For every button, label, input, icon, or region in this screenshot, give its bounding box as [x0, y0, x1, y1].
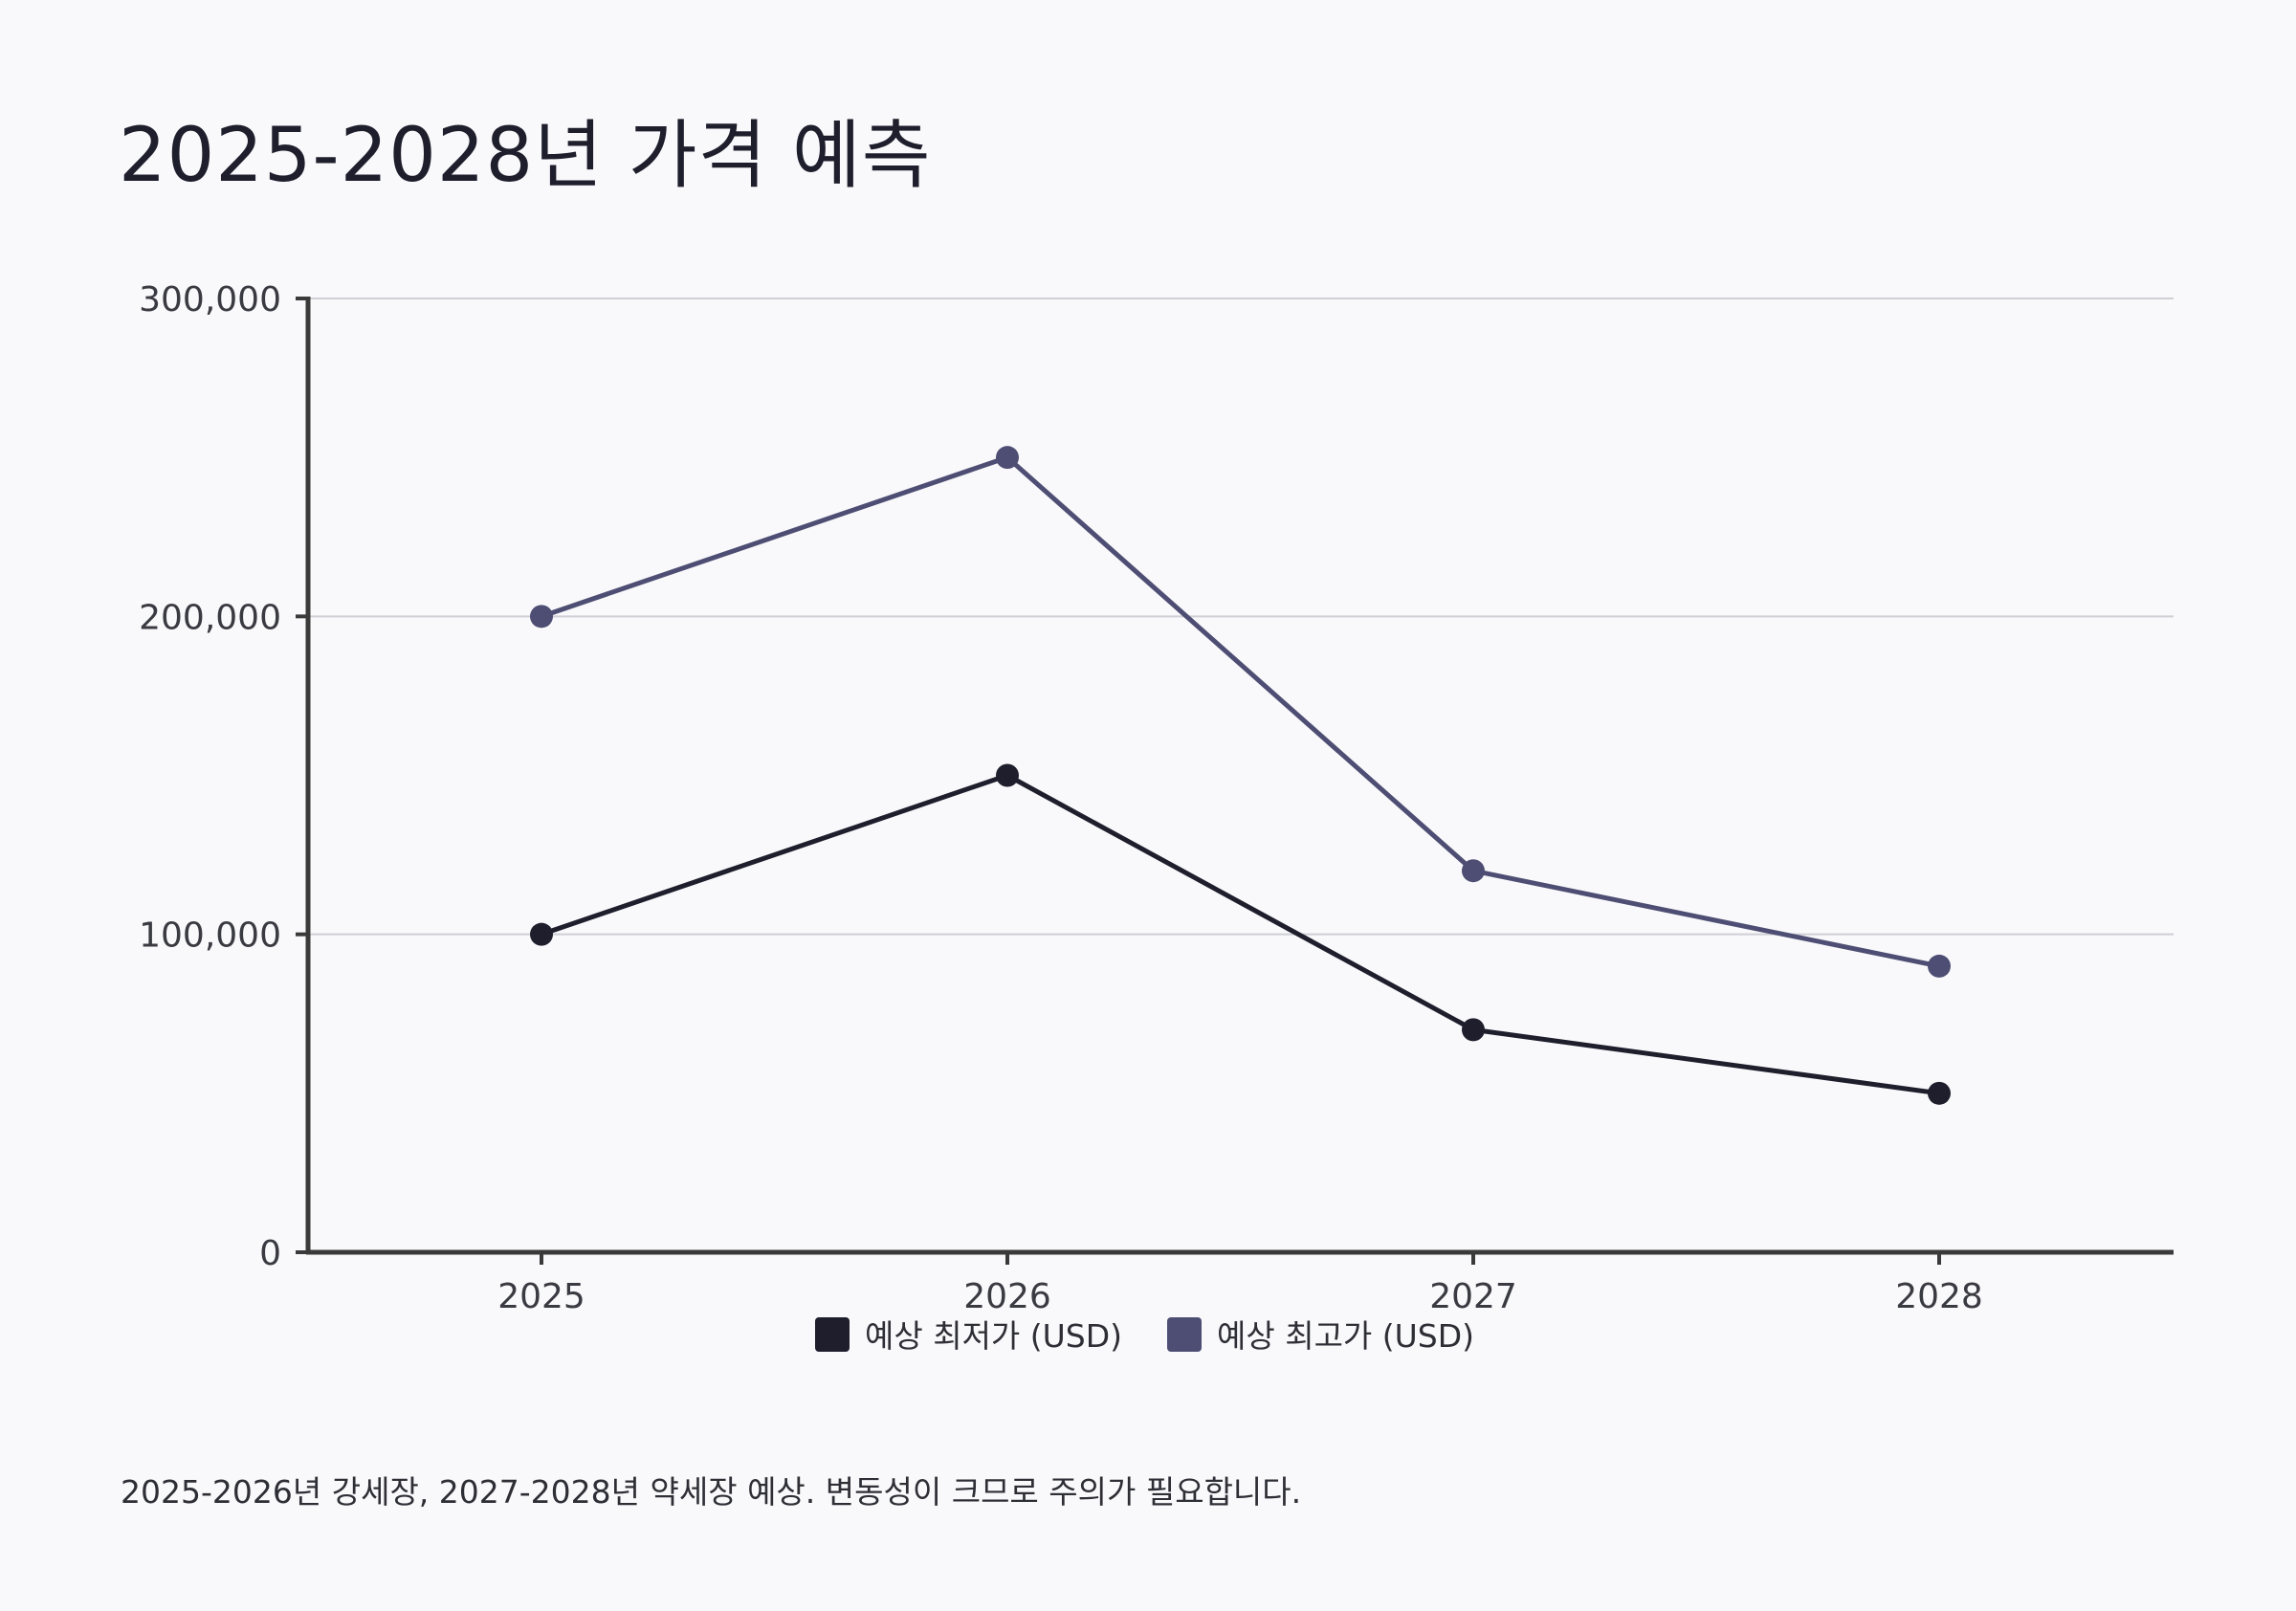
x-tick-label: 2027	[1429, 1277, 1517, 1316]
data-point	[1928, 1081, 1951, 1105]
x-tick-label: 2028	[1895, 1277, 1983, 1316]
chart-title: 2025-2028년 가격 예측	[119, 113, 932, 199]
grid-lines	[308, 298, 2174, 936]
series-line-1	[539, 773, 1942, 1096]
y-tick-label: 100,000	[139, 916, 281, 956]
series-lines	[530, 446, 1951, 1105]
legend: 예상 최저가 (USD) 예상 최고가 (USD)	[815, 1317, 1474, 1355]
legend-label: 예상 최고가 (USD)	[1217, 1317, 1474, 1355]
x-axis: 2025 2026 2027 2028	[306, 1249, 2174, 1316]
legend-swatch	[815, 1317, 850, 1352]
data-point	[530, 922, 553, 946]
chart-footnote: 2025-2026년 강세장, 2027-2028년 약세장 예상. 변동성이 …	[121, 1473, 1302, 1511]
y-axis: 0 100,000 200,000 300,000	[139, 280, 311, 1273]
y-tick-label: 0	[259, 1234, 281, 1273]
data-point	[1462, 1018, 1485, 1042]
x-tick-label: 2025	[497, 1277, 585, 1316]
legend-label: 예상 최저가 (USD)	[865, 1317, 1122, 1355]
x-tick-label: 2026	[963, 1277, 1051, 1316]
data-point	[530, 605, 553, 629]
y-tick-label: 200,000	[139, 598, 281, 637]
legend-swatch	[1167, 1317, 1202, 1352]
data-point	[1462, 859, 1485, 883]
y-tick-label: 300,000	[139, 280, 281, 320]
data-point	[996, 763, 1019, 787]
data-point	[1928, 954, 1951, 978]
data-point	[996, 446, 1019, 470]
series-line-2	[539, 454, 1942, 969]
